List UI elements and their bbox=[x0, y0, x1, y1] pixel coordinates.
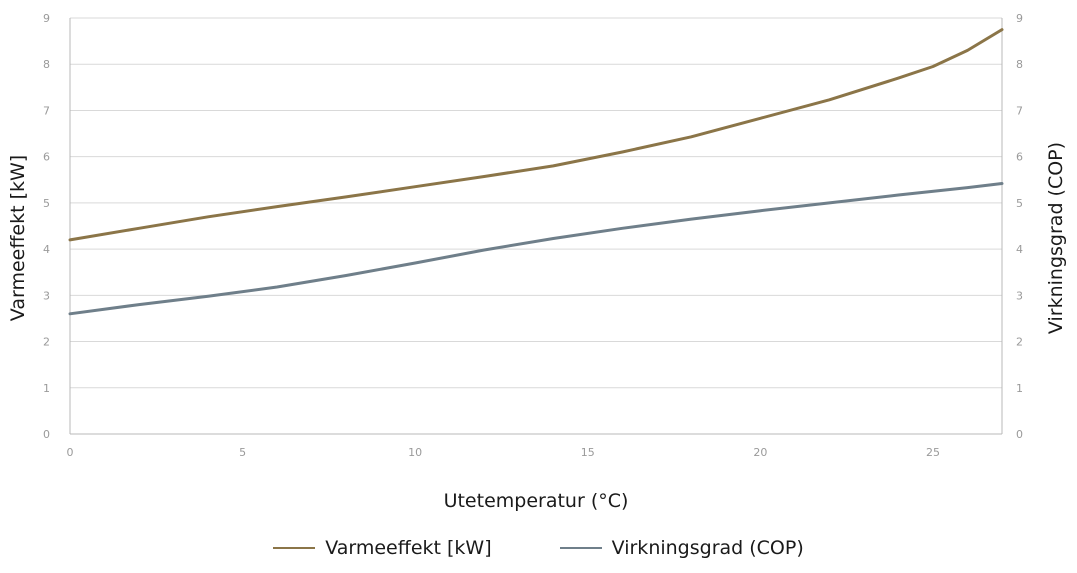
series-lines bbox=[68, 28, 1004, 316]
y-right-tick-label: 5 bbox=[1016, 197, 1023, 210]
axes bbox=[69, 18, 1003, 435]
chart: 0 0 1 1 2 2 3 3 4 4 5 5 6 6 7 7 8 8 9 9 0 5 10 15 20 25 Varmeeffe… bbox=[7, 12, 1067, 512]
series-line-cop bbox=[68, 182, 1004, 316]
x-tick-label: 15 bbox=[581, 446, 595, 459]
tick-labels: 0 0 1 1 2 2 3 3 4 4 5 5 6 6 7 7 8 8 9 9 0 5 10 15 20 25 bbox=[43, 12, 1023, 459]
legend: Varmeeffekt [kW] Virkningsgrad (COP) bbox=[0, 537, 1077, 559]
y-left-tick-label: 7 bbox=[43, 104, 50, 117]
x-tick-label: 10 bbox=[408, 446, 422, 459]
y-axis-left-title: Varmeeffekt [kW] bbox=[7, 155, 29, 321]
legend-label-varmeeffekt: Varmeeffekt [kW] bbox=[325, 537, 492, 559]
y-left-tick-label: 0 bbox=[43, 428, 50, 441]
y-right-tick-label: 0 bbox=[1016, 428, 1023, 441]
y-right-tick-label: 7 bbox=[1016, 104, 1023, 117]
x-tick-label: 0 bbox=[67, 446, 74, 459]
legend-swatch-varmeeffekt bbox=[273, 547, 316, 549]
y-right-tick-label: 6 bbox=[1016, 151, 1023, 164]
series-line-varmeeffekt bbox=[68, 28, 1004, 242]
y-left-tick-label: 1 bbox=[43, 382, 50, 395]
y-left-tick-label: 3 bbox=[43, 289, 50, 302]
y-right-tick-label: 4 bbox=[1016, 243, 1023, 256]
y-left-tick-label: 4 bbox=[43, 243, 50, 256]
y-right-tick-label: 1 bbox=[1016, 382, 1023, 395]
x-tick-label: 20 bbox=[753, 446, 767, 459]
y-right-tick-label: 2 bbox=[1016, 336, 1023, 349]
legend-label-cop: Virkningsgrad (COP) bbox=[611, 537, 804, 559]
x-axis-title: Utetemperatur (°C) bbox=[444, 490, 629, 512]
x-tick-label: 5 bbox=[239, 446, 246, 459]
grid-lines bbox=[70, 17, 1002, 435]
x-tick-label: 25 bbox=[926, 446, 940, 459]
y-left-tick-label: 9 bbox=[43, 12, 50, 25]
y-left-tick-label: 5 bbox=[43, 197, 50, 210]
y-right-tick-label: 8 bbox=[1016, 58, 1023, 71]
y-left-tick-label: 8 bbox=[43, 58, 50, 71]
legend-item-cop: Virkningsgrad (COP) bbox=[559, 537, 804, 559]
y-axis-right-title: Virkningsgrad (COP) bbox=[1045, 142, 1067, 334]
legend-item-varmeeffekt: Varmeeffekt [kW] bbox=[273, 537, 492, 559]
legend-swatch-cop bbox=[559, 547, 602, 549]
y-left-tick-label: 2 bbox=[43, 336, 50, 349]
y-left-tick-label: 6 bbox=[43, 151, 50, 164]
y-right-tick-label: 9 bbox=[1016, 12, 1023, 25]
y-right-tick-label: 3 bbox=[1016, 289, 1023, 302]
